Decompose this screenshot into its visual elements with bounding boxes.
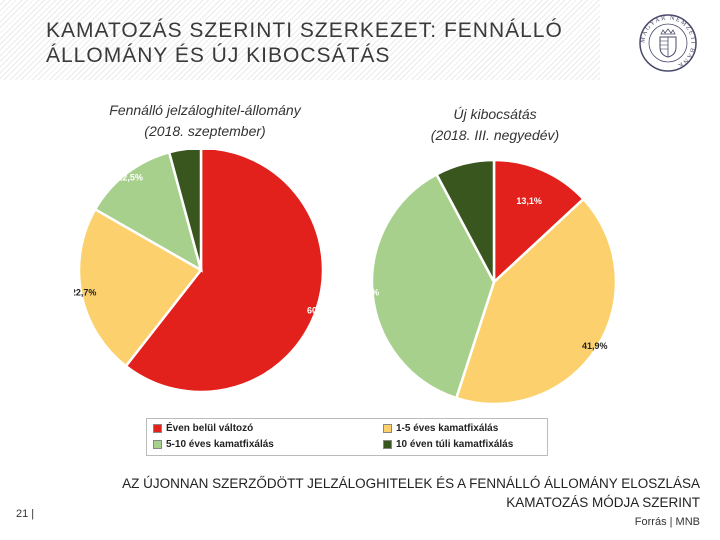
legend-label-10y-plus: 10 éven túli kamatfixálás (396, 439, 514, 450)
caption-line-1: AZ ÚJONNAN SZERZŐDÖTT JELZÁLOGHITELEK ÉS… (122, 476, 700, 491)
caption-line-2: KAMATOZÁS MÓDJA SZERINT (506, 495, 700, 510)
pie-slice-5-10y (93, 150, 203, 273)
legend-item-variable: Éven belül változó (153, 423, 253, 434)
pie-charts: 60,5%22,7%12,5%4,2%13,1%41,9%37,2%7,8% (74, 150, 618, 406)
coat-of-arms-icon (659, 28, 677, 58)
pie-title-right-line-2: (2018. III. negyedév) (430, 127, 560, 143)
data-label-1-5y: 41,9% (582, 341, 608, 351)
data-label-1-5y: 22,7% (74, 287, 96, 297)
legend-label-variable: Éven belül változó (166, 423, 254, 434)
pie-slice-1-5y (454, 197, 618, 406)
data-label-10y-plus: 7,8% (452, 150, 473, 160)
legend-swatch-variable (153, 424, 162, 433)
slide-title-line-1: KAMATOZÁS SZERINTI SZERKEZET: FENNÁLLÓ (46, 19, 563, 42)
pie-slice-variable (124, 150, 325, 394)
slide-title: KAMATOZÁS SZERINTI SZERKEZET: FENNÁLLÓ Á… (46, 18, 563, 68)
legend-swatch-10y-plus (383, 440, 392, 449)
pie-new-issuance: 13,1% 41,9% 37,2% 7,8% (354, 150, 618, 406)
data-label-5-10y: 37,2% (354, 288, 380, 298)
pie-slice-1-5y (77, 207, 203, 368)
legend-item-1-5y: 1-5 éves kamatfixálás (383, 423, 498, 434)
legend-item-5-10y: 5-10 éves kamatfixálás (153, 439, 274, 450)
chart-legend: Éven belül változó 1-5 éves kamatfixálás… (146, 418, 548, 456)
pie-title-right-line-1: Új kibocsátás (453, 106, 537, 122)
legend-swatch-1-5y (383, 424, 392, 433)
legend-swatch-5-10y (153, 440, 162, 449)
title-background-pattern (0, 0, 600, 80)
data-label-variable: 60,5% (307, 305, 333, 315)
page-number: 21 | (16, 508, 35, 520)
pie-title-left-line-2: (2018. szeptember) (144, 123, 266, 139)
mnb-logo: MAGYAR NEMZETI BANK (639, 14, 697, 72)
pie-slice-10y-plus (434, 158, 496, 283)
pie-slice-variable (492, 158, 586, 285)
data-label-variable: 13,1% (516, 196, 542, 206)
slide-caption: AZ ÚJONNAN SZERZŐDÖTT JELZÁLOGHITELEK ÉS… (60, 474, 700, 512)
legend-label-1-5y: 1-5 éves kamatfixálás (396, 423, 499, 434)
slide-title-line-2: ÁLLOMÁNY ÉS ÚJ KIBOCSÁTÁS (46, 44, 391, 67)
pie-slice-5-10y (370, 172, 496, 400)
pie-title-outstanding-stock: Fennálló jelzáloghitel-állomány (2018. s… (80, 100, 330, 142)
pie-title-left-line-1: Fennálló jelzáloghitel-állomány (109, 102, 301, 118)
pie-title-new-issuance: Új kibocsátás (2018. III. negyedév) (370, 104, 620, 146)
pie-outstanding-stock: 60,5%22,7%12,5%4,2% (74, 150, 333, 394)
data-label-5-10y: 12,5% (117, 173, 143, 183)
legend-label-5-10y: 5-10 éves kamatfixálás (166, 439, 274, 450)
legend-item-10y-plus: 10 éven túli kamatfixálás (383, 439, 513, 450)
source-note: Forrás | MNB (634, 516, 700, 528)
pie-slice-10y-plus (167, 150, 203, 271)
